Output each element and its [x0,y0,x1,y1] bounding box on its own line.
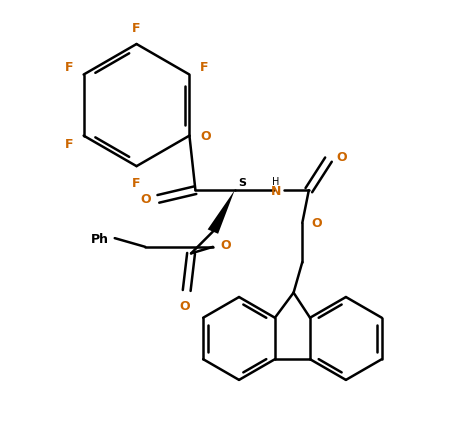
Text: O: O [201,130,211,143]
Text: N: N [271,184,281,197]
Text: O: O [221,239,231,251]
Text: O: O [336,150,347,163]
Text: S: S [239,178,246,188]
Text: O: O [179,300,190,313]
Text: Ph: Ph [91,232,108,245]
Text: F: F [65,138,73,151]
Text: F: F [132,177,141,190]
Text: F: F [199,60,208,74]
Polygon shape [208,191,235,234]
Text: F: F [132,22,141,35]
Text: H: H [272,176,280,186]
Text: O: O [140,193,151,206]
Text: O: O [311,217,322,230]
Text: F: F [65,60,73,74]
